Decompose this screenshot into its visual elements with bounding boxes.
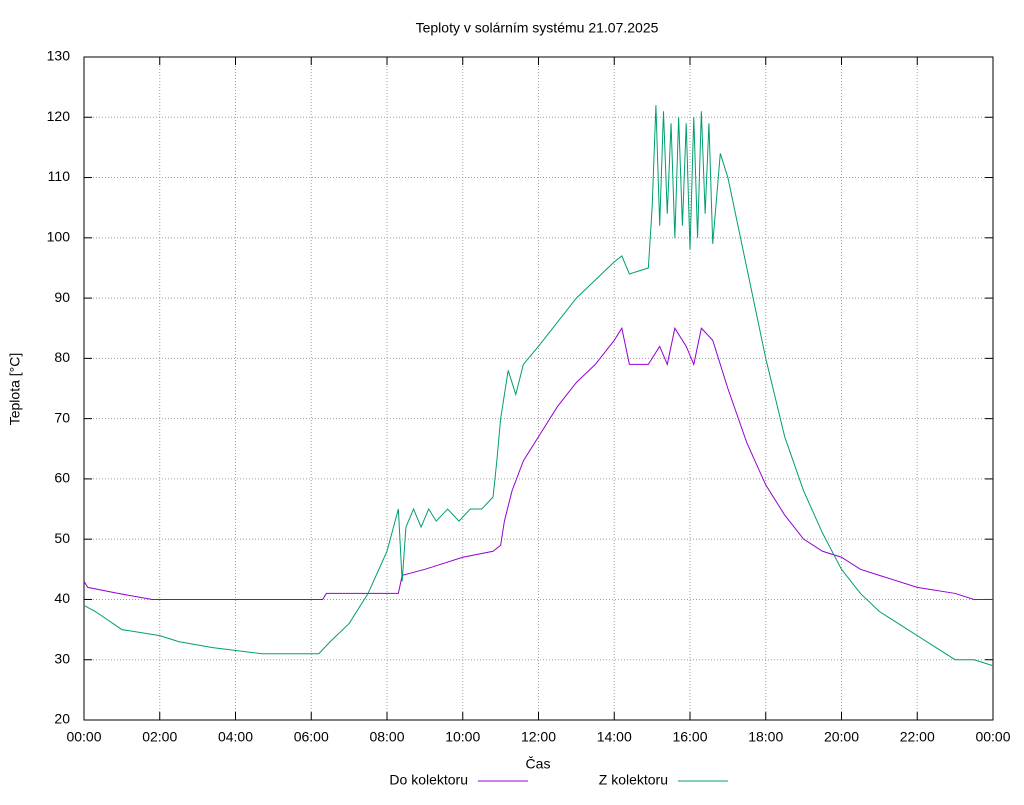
x-tick-label: 20:00 xyxy=(824,729,859,745)
y-tick-label: 60 xyxy=(54,470,70,486)
legend-label: Do kolektoru xyxy=(389,772,468,788)
x-tick-label: 04:00 xyxy=(218,729,253,745)
x-tick-label: 06:00 xyxy=(294,729,329,745)
x-tick-label: 10:00 xyxy=(445,729,480,745)
series-line xyxy=(83,105,994,667)
y-tick-label: 100 xyxy=(47,229,71,245)
x-tick-label: 16:00 xyxy=(672,729,707,745)
x-axis-label: Čas xyxy=(526,756,551,772)
y-tick-label: 130 xyxy=(47,48,71,64)
plot-frame xyxy=(83,56,994,721)
x-tick-label: 00:00 xyxy=(66,729,101,745)
y-tick-label: 120 xyxy=(47,108,71,124)
y-tick-label: 30 xyxy=(54,650,70,666)
x-tick-label: 18:00 xyxy=(748,729,783,745)
y-tick-label: 110 xyxy=(48,168,71,184)
x-tick-label: 00:00 xyxy=(975,729,1010,745)
y-tick-label: 50 xyxy=(54,530,70,546)
x-tick-label: 02:00 xyxy=(142,729,177,745)
y-tick-label: 20 xyxy=(54,711,70,727)
x-tick-label: 08:00 xyxy=(369,729,404,745)
y-tick-label: 90 xyxy=(54,289,70,305)
x-tick-label: 14:00 xyxy=(597,729,632,745)
y-tick-label: 70 xyxy=(54,409,70,425)
x-tick-label: 12:00 xyxy=(521,729,556,745)
y-axis-label: Teplota [°C] xyxy=(7,353,23,426)
legend-label: Z kolektoru xyxy=(599,772,668,788)
series-line xyxy=(83,326,993,600)
chart-title: Teploty v solárním systému 21.07.2025 xyxy=(416,20,659,36)
x-tick-label: 22:00 xyxy=(900,729,935,745)
y-tick-label: 40 xyxy=(54,590,70,606)
y-tick-label: 80 xyxy=(54,349,70,365)
